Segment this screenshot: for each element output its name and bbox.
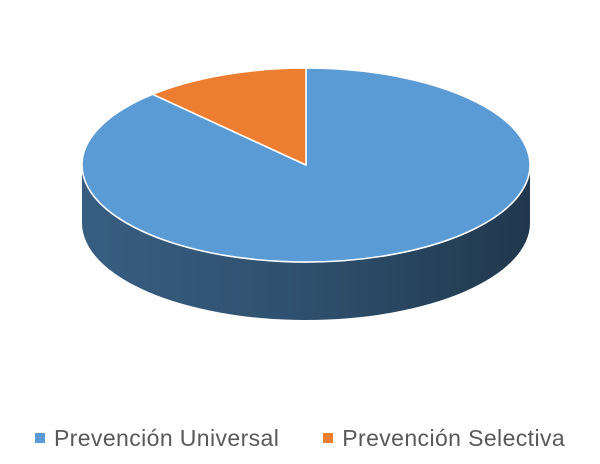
legend: Prevención Universal Prevención Selectiv… [0, 420, 600, 456]
legend-label-universal: Prevención Universal [53, 424, 280, 451]
legend-item-universal: Prevención Universal [34, 424, 280, 452]
legend-item-selectiva: Prevención Selectiva [323, 425, 565, 452]
legend-label-selectiva: Prevención Selectiva [342, 424, 566, 451]
slice-top-selectiva [151, 67, 307, 166]
pie-top [81, 67, 531, 263]
slice-side-universal [82, 165, 530, 320]
legend-swatch-selectiva [323, 433, 334, 443]
legend-swatch-universal [34, 433, 45, 443]
pie-depth [82, 165, 530, 320]
